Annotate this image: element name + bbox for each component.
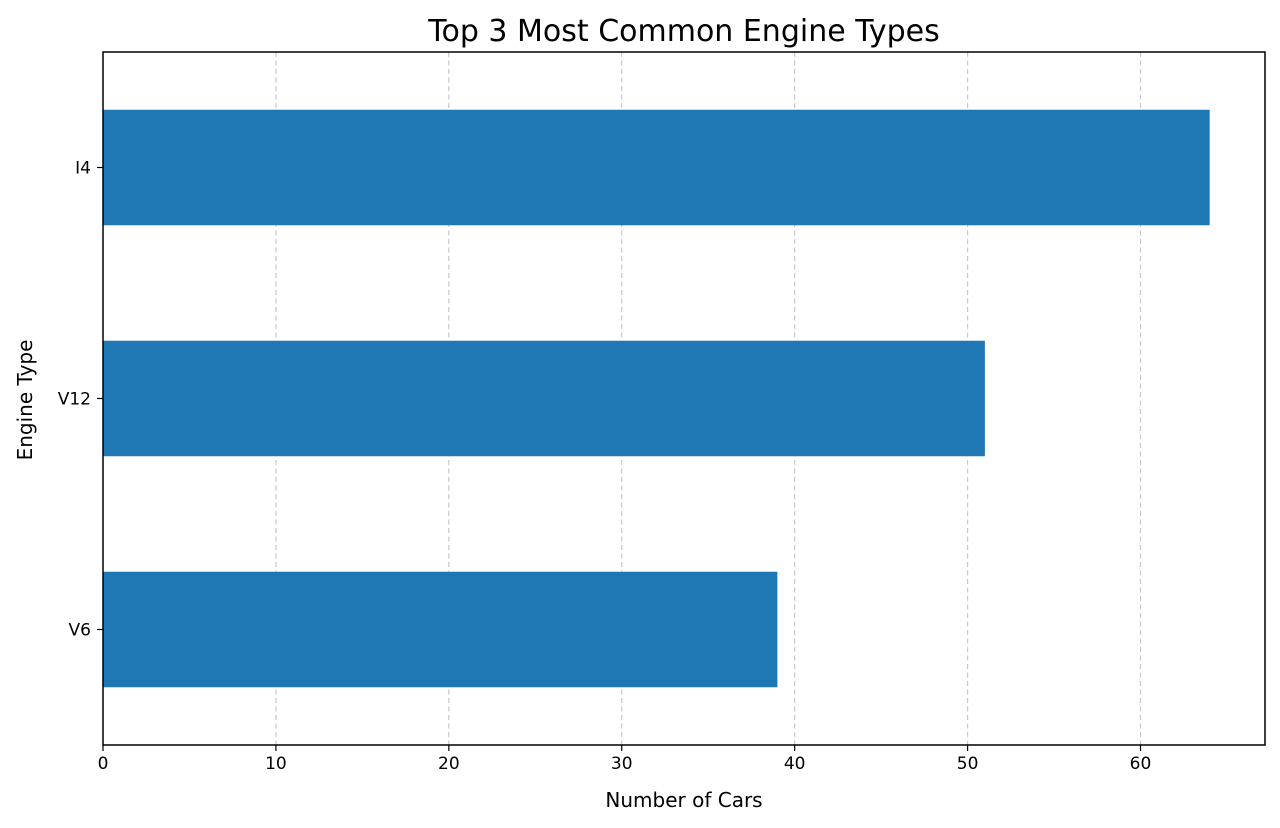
x-tick-label: 20: [438, 754, 460, 774]
y-axis-label: Engine Type: [13, 340, 37, 461]
bars-layer: [103, 109, 1210, 688]
chart-title: Top 3 Most Common Engine Types: [427, 14, 940, 49]
bar-v6: [103, 571, 778, 688]
x-axis-label: Number of Cars: [605, 788, 762, 812]
plot-frame: [102, 51, 1266, 746]
bar-i4: [103, 109, 1210, 226]
x-tick-label: 0: [98, 754, 109, 774]
ticks-layer: 0 10 20 30 40 50 60 I4 V12 V6: [58, 159, 1152, 775]
y-tick-label: I4: [75, 159, 91, 179]
x-tick-label: 10: [265, 754, 287, 774]
y-tick-label: V12: [58, 390, 91, 410]
y-tick-label: V6: [69, 621, 91, 641]
bar-v12: [103, 340, 985, 457]
x-tick-label: 50: [957, 754, 979, 774]
x-tick-label: 30: [611, 754, 633, 774]
x-tick-label: 40: [784, 754, 806, 774]
x-tick-label: 60: [1130, 754, 1152, 774]
